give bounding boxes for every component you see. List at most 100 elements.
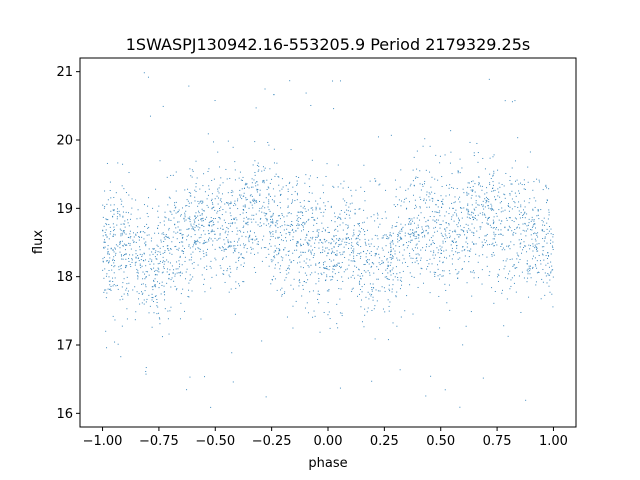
data-point [102,260,104,262]
data-point [298,257,300,259]
data-point [391,225,393,227]
data-point [178,229,180,231]
data-point [546,242,548,244]
data-point [211,202,213,204]
data-point [404,198,406,200]
data-point [479,226,481,228]
data-point [381,286,383,288]
data-point [105,223,107,225]
data-point [125,289,127,291]
data-point [410,183,412,185]
data-point [328,290,330,292]
data-point [313,310,315,312]
data-point [468,193,470,195]
data-point [279,265,281,267]
data-point [209,237,211,239]
data-point [414,177,416,179]
data-point [254,253,256,255]
data-point [506,245,508,247]
data-point [157,263,159,265]
data-point [346,238,348,240]
data-point [136,218,138,220]
data-point [542,268,544,270]
y-tick-label: 21 [56,65,73,80]
data-point [493,170,495,172]
data-point [191,290,193,292]
data-point [227,268,229,270]
data-point [509,193,511,195]
data-point [392,241,394,243]
data-point [349,238,351,240]
data-point [199,201,201,203]
data-point [439,274,441,276]
data-point [266,218,268,220]
data-point [458,236,460,238]
data-point [417,263,419,265]
data-point [152,289,154,291]
data-point [202,224,204,226]
data-point [455,213,457,215]
data-point [409,252,411,254]
data-point [399,369,401,371]
data-point [212,224,214,226]
data-point [395,296,397,298]
data-point [248,235,250,237]
data-point [470,197,472,199]
data-point [180,293,182,295]
data-point [178,260,180,262]
data-point [333,186,335,188]
data-point [389,290,391,292]
data-point [158,268,160,270]
data-point [293,260,295,262]
data-point [108,261,110,263]
data-point [231,195,233,197]
data-point [547,252,549,254]
data-point [232,245,234,247]
data-point [323,267,325,269]
y-axis-label: flux [31,230,46,254]
data-point [493,154,495,156]
data-point [493,221,495,223]
data-point [202,200,204,202]
data-point [525,245,527,247]
data-point [211,229,213,231]
data-point [180,271,182,273]
data-point [156,301,158,303]
data-point [113,256,115,258]
data-point [126,287,128,289]
data-point [493,245,495,247]
data-point [257,241,259,243]
data-point [528,222,530,224]
data-point [214,257,216,259]
data-point [281,225,283,227]
data-point [435,211,437,213]
data-point [491,190,493,192]
data-point [261,170,263,172]
data-point [513,264,515,266]
data-point [535,246,537,248]
data-point [542,229,544,231]
data-point [408,241,410,243]
data-point [396,291,398,293]
data-point [282,257,284,259]
data-point [145,301,147,303]
data-point [123,278,125,280]
data-point [261,207,263,209]
data-point [454,201,456,203]
data-point [288,231,290,233]
data-point [408,201,410,203]
data-point [413,233,415,235]
data-point [172,272,174,274]
data-point [202,185,204,187]
data-point [529,151,531,153]
data-point [470,271,472,273]
data-point [219,247,221,249]
data-point [361,273,363,275]
data-point [269,168,271,170]
data-point [228,274,230,276]
data-point [495,233,497,235]
data-point [306,274,308,276]
data-point [484,168,486,170]
data-point [347,224,349,226]
data-point [179,263,181,265]
